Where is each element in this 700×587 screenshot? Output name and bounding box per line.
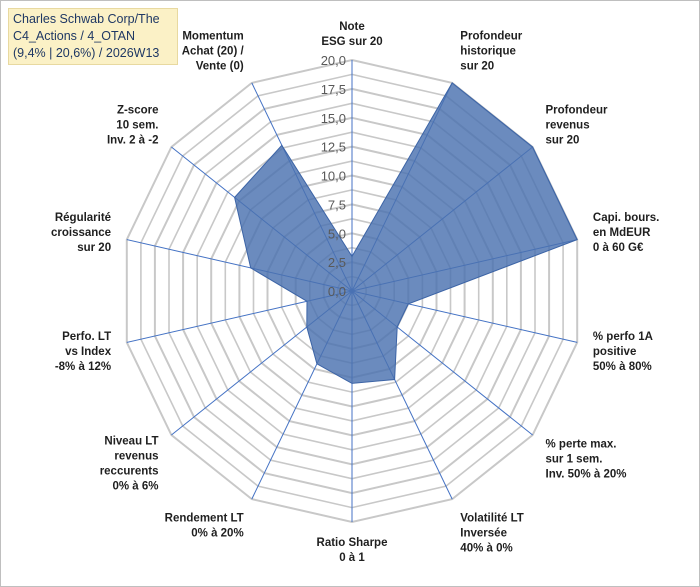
axis-label: Niveau LT revenus reccurents 0% à 6% xyxy=(100,436,159,493)
radial-tick-label: 17,5 xyxy=(321,82,346,97)
axis-label: Régularité croissance sur 20 xyxy=(51,212,111,254)
axis-labels: Note ESG sur 20 Profondeur historique sur 20… xyxy=(51,21,659,564)
radial-tick-label: 2,5 xyxy=(328,255,346,270)
axis-label: Z-score 10 sem. Inv. 2 à -2 xyxy=(107,105,159,147)
axis-label: % perfo 1A positive 50% à 80% xyxy=(593,331,653,373)
radial-tick-label: 20,0 xyxy=(321,53,346,68)
radial-tick-label: 10,0 xyxy=(321,169,346,184)
axis-label: Momentum Achat (20) / Vente (0) xyxy=(182,30,245,72)
axis-label: Profondeur historique sur 20 xyxy=(460,30,522,72)
series-polygon xyxy=(234,82,578,384)
radial-tick-label: 7,5 xyxy=(328,197,346,212)
radial-tick-label: 0,0 xyxy=(328,284,346,299)
chart-title-box: Charles Schwab Corp/The C4_Actions / 4_O… xyxy=(8,8,178,65)
axis-label: Ratio Sharpe 0 à 1 xyxy=(317,537,388,564)
axis-label: Note ESG sur 20 xyxy=(321,21,382,48)
axis-label: Capi. bours. en MdEUR 0 à 60 G€ xyxy=(593,212,659,254)
radial-tick-labels: 0,0 2,5 5,0 7,5 10,0 12,5 15,0 17,5 20,0 xyxy=(321,53,346,299)
axis-label: Volatilité LT Inversée 40% à 0% xyxy=(460,513,523,555)
axis-label: Profondeur revenus sur 20 xyxy=(546,105,608,147)
axis-label: Rendement LT 0% à 20% xyxy=(165,513,244,540)
title-line: C4_Actions / 4_OTAN xyxy=(13,29,136,43)
radial-tick-label: 15,0 xyxy=(321,111,346,126)
axis-label: Perfo. LT vs Index -8% à 12% xyxy=(55,331,112,373)
title-line: (9,4% | 20,6%) / 2026W13 xyxy=(13,46,160,60)
axis-label: % perte max. sur 1 sem. Inv. 50% à 20% xyxy=(546,438,627,480)
title-line: Charles Schwab Corp/The xyxy=(13,12,160,26)
radial-tick-label: 12,5 xyxy=(321,140,346,155)
radial-tick-label: 5,0 xyxy=(328,226,346,241)
